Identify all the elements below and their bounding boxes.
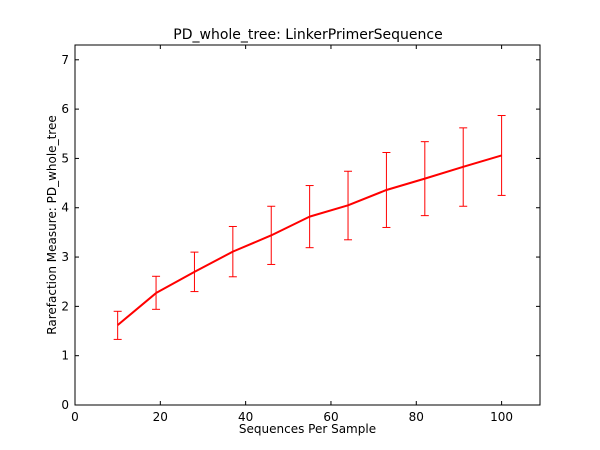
- x-tick-label: 20: [153, 410, 168, 424]
- y-tick-label: 0: [61, 398, 69, 412]
- y-tick-label: 1: [61, 349, 69, 363]
- x-tick-label: 100: [490, 410, 513, 424]
- y-tick-label: 6: [61, 102, 69, 116]
- y-axis-label: Rarefaction Measure: PD_whole_tree: [45, 115, 59, 334]
- x-tick-label: 40: [238, 410, 253, 424]
- y-tick-label: 5: [61, 151, 69, 165]
- x-axis-label: Sequences Per Sample: [239, 422, 376, 436]
- y-tick-label: 2: [61, 299, 69, 313]
- plot-frame: [74, 44, 541, 406]
- y-tick-label: 4: [61, 201, 69, 215]
- y-tick-label: 3: [61, 250, 69, 264]
- x-tick-label: 60: [323, 410, 338, 424]
- chart-title: PD_whole_tree: LinkerPrimerSequence: [173, 27, 442, 43]
- series-line: [117, 154, 502, 326]
- x-tick-label: 0: [71, 410, 79, 424]
- y-tick-label: 7: [61, 53, 69, 67]
- x-tick-label: 80: [409, 410, 424, 424]
